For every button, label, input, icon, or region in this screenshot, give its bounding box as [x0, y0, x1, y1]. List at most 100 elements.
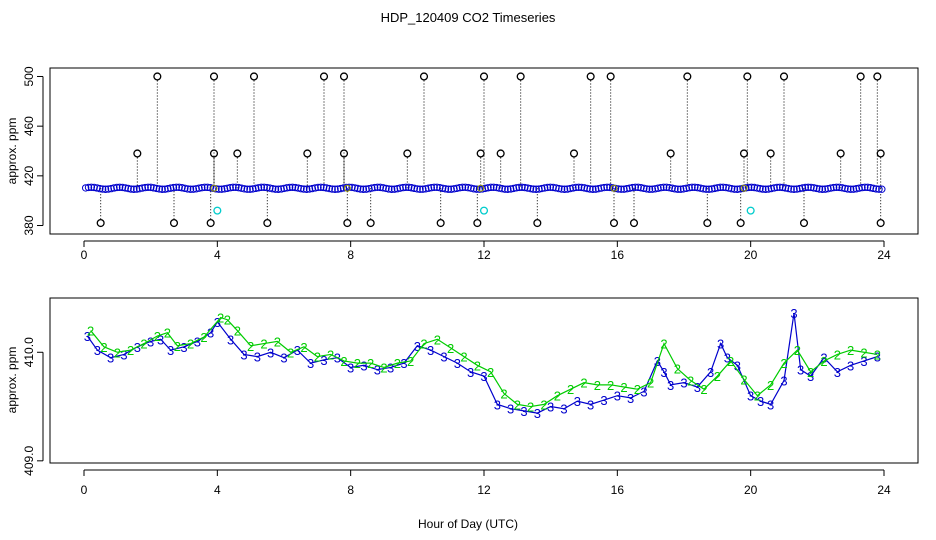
series-3-point: 3 — [267, 345, 274, 360]
baseline-point — [815, 185, 824, 193]
series-2-point: 2 — [340, 354, 347, 369]
baseline-point — [339, 184, 348, 192]
baseline-point — [665, 183, 674, 192]
baseline-point — [149, 184, 158, 192]
baseline-point — [376, 183, 385, 192]
baseline-point — [512, 184, 521, 192]
series-3-point: 3 — [797, 363, 804, 378]
series-2-point: 2 — [380, 360, 387, 375]
series-3-point: 3 — [780, 374, 787, 389]
series-3-point: 3 — [680, 376, 687, 391]
baseline-point — [93, 184, 101, 192]
baseline-point — [404, 183, 413, 192]
baseline-point — [81, 184, 90, 192]
baseline-point — [645, 185, 654, 193]
baseline-point — [175, 183, 183, 192]
outlier-point — [703, 218, 712, 228]
baseline-point — [795, 184, 804, 193]
series-3-point: 3 — [84, 329, 91, 344]
series-2-point: 2 — [274, 334, 281, 349]
series-3-point: 3 — [847, 358, 854, 373]
baseline-point — [648, 185, 657, 193]
outlier-point — [133, 149, 142, 158]
outlier-point — [873, 72, 882, 81]
baseline-point — [356, 185, 365, 193]
series-3-point: 3 — [807, 369, 814, 384]
baseline-point — [770, 184, 778, 192]
baseline-point — [215, 185, 223, 193]
bottom-y-tick-label: 409.0 — [22, 445, 36, 475]
baseline-point — [138, 184, 147, 192]
baseline-point — [560, 185, 569, 193]
cyan-point — [479, 206, 489, 215]
baseline-point — [84, 183, 93, 192]
outlier-point — [533, 218, 542, 228]
series-3-point: 3 — [614, 389, 621, 404]
baseline-point — [348, 183, 356, 192]
baseline-point — [433, 183, 441, 192]
baseline-point — [334, 185, 342, 193]
series-2-point: 2 — [500, 387, 507, 402]
baseline-point — [164, 185, 172, 193]
baseline-point — [515, 183, 523, 192]
series-3-line — [86, 313, 878, 414]
baseline-point — [872, 185, 880, 193]
baseline-point — [606, 183, 614, 192]
baseline-point — [101, 185, 110, 193]
baseline-point — [246, 185, 254, 193]
baseline-point — [642, 185, 651, 193]
baseline-highlight-point — [740, 184, 748, 192]
outlier-point — [479, 72, 489, 81]
outlier-point — [339, 149, 349, 158]
baseline-point — [300, 185, 308, 193]
baseline-point — [186, 185, 195, 193]
baseline-point — [464, 183, 472, 192]
baseline-point — [240, 185, 249, 193]
series-3-point: 3 — [820, 351, 827, 366]
top-y-axis-label: approx. ppm — [5, 118, 19, 185]
outlier-point — [209, 72, 219, 81]
series-3-point: 3 — [694, 380, 701, 395]
baseline-point — [586, 185, 594, 193]
outlier-point — [586, 72, 595, 81]
baseline-point — [98, 185, 107, 193]
baseline-point — [710, 184, 719, 193]
baseline-point — [152, 184, 161, 193]
series-3-point: 3 — [734, 358, 741, 373]
baseline-point — [379, 184, 387, 192]
baseline-point — [674, 185, 682, 193]
series-3-point: 3 — [587, 397, 594, 412]
baseline-point — [441, 185, 450, 193]
baseline-point — [481, 184, 489, 193]
series-2-point: 2 — [100, 340, 107, 355]
baseline-highlight-point — [210, 184, 218, 192]
baseline-point — [410, 184, 419, 193]
baseline-point — [368, 184, 376, 192]
baseline-point — [736, 185, 744, 193]
baseline-point — [866, 184, 875, 192]
series-2-point: 2 — [300, 340, 307, 355]
series-3-point: 3 — [757, 394, 764, 409]
baseline-point — [838, 184, 846, 192]
baseline-point — [702, 185, 710, 193]
baseline-point — [623, 185, 631, 193]
series-2-point: 2 — [527, 400, 534, 415]
baseline-point — [181, 184, 189, 193]
series-3-point: 3 — [640, 384, 647, 399]
series-3-point: 3 — [207, 326, 214, 341]
series-2-point: 2 — [554, 389, 561, 404]
series-2-point: 2 — [607, 378, 614, 393]
baseline-point — [543, 183, 552, 192]
series-2-point: 2 — [460, 350, 467, 365]
baseline-point — [776, 183, 784, 191]
baseline-point — [540, 184, 549, 192]
series-2-point: 2 — [314, 350, 321, 365]
outlier-point — [476, 149, 485, 158]
baseline-point — [696, 184, 705, 192]
baseline-point — [308, 184, 317, 193]
baseline-point — [467, 184, 475, 192]
series-3-point: 3 — [494, 397, 501, 412]
baseline-point — [671, 185, 679, 193]
top-x-tick-label: 20 — [744, 248, 758, 262]
